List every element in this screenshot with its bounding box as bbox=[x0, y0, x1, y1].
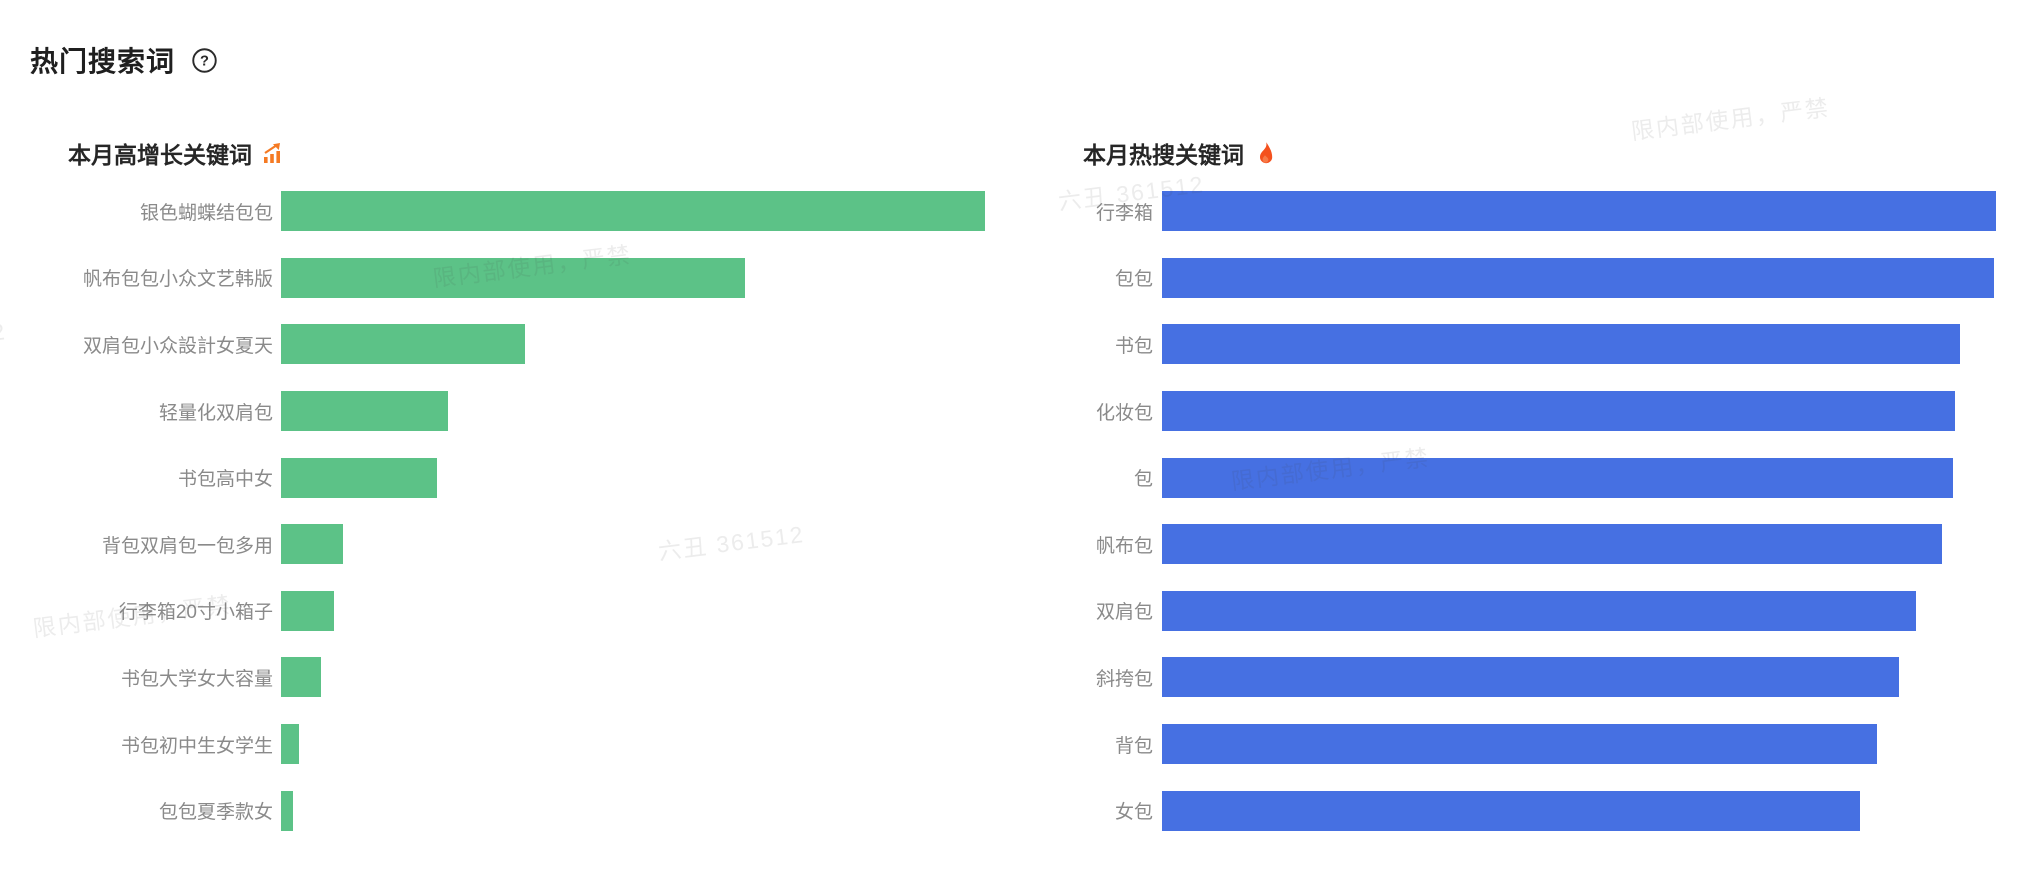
bar[interactable] bbox=[1162, 790, 1861, 831]
bar[interactable] bbox=[1162, 524, 1942, 565]
bar-label: 帆布包 bbox=[1095, 535, 1153, 557]
growth-chart-title: 本月高增长关键词 bbox=[68, 142, 252, 168]
bar-label: 双肩包 bbox=[1095, 602, 1153, 624]
bar[interactable] bbox=[281, 590, 334, 631]
bar-label: 书包初中生女学生 bbox=[120, 735, 273, 757]
chart-row: 帆布包 bbox=[1083, 511, 1996, 578]
bar-label: 包包夏季款女 bbox=[158, 802, 273, 824]
bar-track bbox=[1162, 257, 1996, 298]
chart-row: 双肩包小众設計女夏天 bbox=[68, 311, 985, 378]
chart-row: 背包双肩包一包多用 bbox=[68, 511, 985, 578]
chart-row: 行李箱 bbox=[1083, 178, 1996, 245]
question-circle-icon[interactable]: ? bbox=[191, 47, 218, 74]
chart-row: 包 bbox=[1083, 444, 1996, 511]
bar-track bbox=[281, 790, 985, 831]
bar-track bbox=[1162, 590, 1996, 631]
bar-label: 背包双肩包一包多用 bbox=[101, 535, 273, 557]
bar-label: 斜挎包 bbox=[1095, 668, 1153, 690]
bar[interactable] bbox=[281, 191, 985, 232]
growth-chart-header: 本月高增长关键词 bbox=[68, 128, 985, 178]
chart-row: 斜挎包 bbox=[1083, 644, 1996, 711]
bar[interactable] bbox=[1162, 191, 1996, 232]
bar-label: 包包 bbox=[1114, 269, 1153, 291]
bar[interactable] bbox=[281, 657, 322, 698]
bar[interactable] bbox=[1162, 457, 1954, 498]
bar[interactable] bbox=[281, 724, 300, 765]
bar-track bbox=[281, 191, 985, 232]
bar-track bbox=[281, 457, 985, 498]
chart-row: 化妆包 bbox=[1083, 378, 1996, 445]
bar-label: 化妆包 bbox=[1095, 402, 1153, 424]
bar-track bbox=[1162, 457, 1996, 498]
bar-label: 帆布包包小众文艺韩版 bbox=[82, 269, 273, 291]
hot-chart-header: 本月热搜关键词 bbox=[1083, 128, 1996, 178]
bar-track bbox=[1162, 324, 1996, 365]
bar[interactable] bbox=[1162, 324, 1961, 365]
fire-icon bbox=[1260, 142, 1273, 164]
bar-track bbox=[281, 391, 985, 432]
growth-chart-rows: 银色蝴蝶结包包 帆布包包小众文艺韩版 双肩包小众設計女夏天 轻量化双肩包 书包高… bbox=[68, 178, 985, 844]
bar-label: 包 bbox=[1133, 469, 1153, 491]
chart-row: 行李箱20寸小箱子 bbox=[68, 578, 985, 645]
bar-track bbox=[1162, 657, 1996, 698]
chart-row: 轻量化双肩包 bbox=[68, 378, 985, 445]
bar-label: 轻量化双肩包 bbox=[158, 402, 273, 424]
bar[interactable] bbox=[281, 790, 293, 831]
trending-chart-icon bbox=[264, 143, 280, 163]
bar-label: 书包 bbox=[1114, 335, 1153, 357]
chart-row: 书包大学女大容量 bbox=[68, 644, 985, 711]
chart-row: 包包 bbox=[1083, 245, 1996, 312]
bar-track bbox=[1162, 724, 1996, 765]
hot-chart-rows: 行李箱 包包 书包 化妆包 包 帆布包 bbox=[1083, 178, 1996, 844]
hot-chart-title: 本月热搜关键词 bbox=[1083, 142, 1244, 168]
bar[interactable] bbox=[1162, 257, 1995, 298]
bar[interactable] bbox=[281, 257, 745, 298]
bar-track bbox=[1162, 191, 1996, 232]
bar-label: 行李箱20寸小箱子 bbox=[118, 602, 273, 624]
bar-label: 行李箱 bbox=[1095, 202, 1153, 224]
watermark-text: 六丑 361512 bbox=[0, 318, 8, 362]
chart-row: 帆布包包小众文艺韩版 bbox=[68, 245, 985, 312]
chart-row: 书包高中女 bbox=[68, 444, 985, 511]
bar[interactable] bbox=[1162, 590, 1916, 631]
bar-label: 书包大学女大容量 bbox=[120, 668, 273, 690]
chart-row: 书包 bbox=[1083, 311, 1996, 378]
chart-row: 银色蝴蝶结包包 bbox=[68, 178, 985, 245]
bar[interactable] bbox=[1162, 724, 1877, 765]
svg-text:?: ? bbox=[200, 53, 209, 69]
bar-label: 女包 bbox=[1114, 802, 1153, 824]
chart-row: 背包 bbox=[1083, 711, 1996, 778]
bar-label: 双肩包小众設計女夏天 bbox=[82, 335, 273, 357]
bar-track bbox=[281, 524, 985, 565]
chart-row: 女包 bbox=[1083, 777, 1996, 844]
bar-track bbox=[281, 724, 985, 765]
page-title: 热门搜索词 bbox=[30, 46, 176, 77]
bar-track bbox=[1162, 391, 1996, 432]
bar[interactable] bbox=[1162, 391, 1956, 432]
chart-row: 双肩包 bbox=[1083, 578, 1996, 645]
bar-label: 银色蝴蝶结包包 bbox=[139, 202, 273, 224]
bar-track bbox=[1162, 790, 1996, 831]
bar-track bbox=[281, 257, 985, 298]
bar-track bbox=[281, 324, 985, 365]
bar[interactable] bbox=[281, 457, 438, 498]
bar-track bbox=[281, 657, 985, 698]
bar-label: 背包 bbox=[1114, 735, 1153, 757]
bar-track bbox=[281, 590, 985, 631]
bar[interactable] bbox=[281, 391, 448, 432]
chart-row: 包包夏季款女 bbox=[68, 777, 985, 844]
bar-track bbox=[1162, 524, 1996, 565]
page-header: 热门搜索词 ? bbox=[30, 40, 218, 80]
chart-row: 书包初中生女学生 bbox=[68, 711, 985, 778]
bar[interactable] bbox=[281, 324, 526, 365]
bar-label: 书包高中女 bbox=[177, 469, 273, 491]
bar[interactable] bbox=[281, 524, 343, 565]
growth-keywords-chart: 本月高增长关键词 银色蝴蝶结包包 帆布包包小众文艺韩版 双肩包小众設計女夏天 bbox=[68, 128, 985, 844]
bar[interactable] bbox=[1162, 657, 1900, 698]
hot-keywords-chart: 本月热搜关键词 行李箱 包包 书包 化妆包 bbox=[1083, 128, 1996, 844]
